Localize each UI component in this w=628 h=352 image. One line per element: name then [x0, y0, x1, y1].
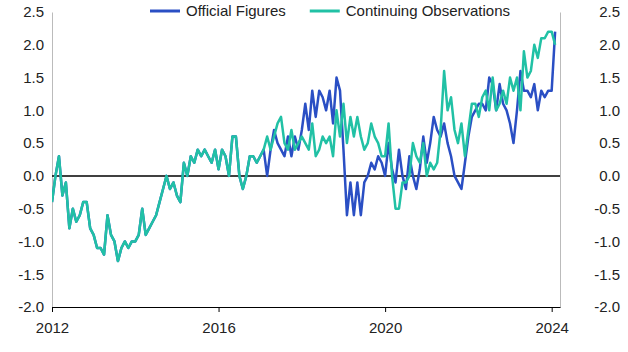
y2-axis-tick: 1.5 [560, 69, 620, 86]
y2-axis-tick-label: 1.5 [599, 69, 620, 86]
x-axis-tick-mark [385, 307, 386, 312]
y-axis-tick-label: 0.0 [23, 167, 44, 184]
chart: -2.0 -1.5 -1.0 -0.5 0.0 0.5 1.0 1.5 2.0 2.5 -2.0 -1… [0, 0, 628, 352]
y2-axis-tick-label: -1.5 [594, 266, 620, 283]
x-axis-tick-mark [219, 307, 220, 312]
x-axis-tick-mark [52, 307, 53, 312]
series-line [52, 32, 555, 261]
y2-axis-tick: -2.0 [560, 298, 620, 315]
lines [52, 32, 555, 261]
legend-label: Official Figures [186, 2, 286, 19]
y2-axis: -2.0 -1.5 -1.0 -0.5 0.0 0.5 1.0 1.5 2.0 2.5 [560, 3, 620, 315]
y-axis-tick: 1.5 [23, 69, 52, 86]
y-axis-line [52, 13, 53, 308]
legend-swatch [310, 10, 340, 13]
y-axis-tick-label: -1.5 [18, 266, 44, 283]
y-axis-tick: 2.5 [23, 3, 52, 20]
y-axis-tick-label: 1.0 [23, 102, 44, 119]
y2-axis-tick: 0.5 [560, 134, 620, 151]
y2-axis-tick-label: -2.0 [594, 298, 620, 315]
y-axis-tick: 0.5 [23, 134, 52, 151]
y-axis-tick-label: 2.5 [23, 3, 44, 20]
y-axis-tick-label: -1.0 [18, 233, 44, 250]
legend-label: Continuing Observations [346, 2, 510, 19]
y2-axis-tick-label: 0.5 [599, 134, 620, 151]
x-axis-tick-label: 2024 [535, 319, 568, 336]
plot: -2.0 -1.5 -1.0 -0.5 0.0 0.5 1.0 1.5 2.0 2.5 -2.0 -1… [18, 3, 620, 335]
legend-item: Continuing Observations [310, 2, 510, 19]
y2-axis-tick-label: 2.5 [599, 3, 620, 20]
y2-axis-tick-label: 0.0 [599, 167, 620, 184]
y-axis-tick-label: 1.5 [23, 69, 44, 86]
x-axis-tick-label: 2016 [202, 319, 235, 336]
legend-swatch [150, 10, 180, 13]
y-axis-tick: -1.0 [18, 233, 52, 250]
y-axis-tick-label: -0.5 [18, 200, 44, 217]
y2-axis-tick-label: 2.0 [599, 36, 620, 53]
y2-axis-tick: 0.0 [560, 167, 620, 184]
y2-axis-tick-label: 1.0 [599, 102, 620, 119]
x-axis-tick-mark [552, 307, 553, 312]
y-axis-tick: -0.5 [18, 200, 52, 217]
y-axis-tick: 2.0 [23, 36, 52, 53]
y2-axis-tick: -1.0 [560, 233, 620, 250]
x-axis-tick: 2012 [36, 307, 69, 336]
y2-axis-line [560, 13, 561, 308]
y-axis: -2.0 -1.5 -1.0 -0.5 0.0 0.5 1.0 1.5 2.0 2.5 [18, 3, 52, 315]
y2-axis-tick: -0.5 [560, 200, 620, 217]
x-axis-tick-label: 2012 [36, 319, 69, 336]
y-axis-tick: 1.0 [23, 102, 52, 119]
y2-axis-tick: 2.5 [560, 3, 620, 20]
x-axis: 2012 2016 2020 2024 [36, 307, 569, 336]
x-axis-line [53, 307, 561, 308]
series-line [52, 32, 555, 261]
legend: Official Figures Continuing Observations [150, 2, 510, 19]
y-axis-tick: 0.0 [23, 167, 52, 184]
legend-item: Official Figures [150, 2, 286, 19]
x-axis-tick-label: 2020 [369, 319, 402, 336]
y-axis-tick: -1.5 [18, 266, 52, 283]
y2-axis-tick: -1.5 [560, 266, 620, 283]
y2-axis-tick-label: -0.5 [594, 200, 620, 217]
y2-axis-tick: 2.0 [560, 36, 620, 53]
y-axis-tick: -2.0 [18, 298, 52, 315]
y-axis-tick-label: -2.0 [18, 298, 44, 315]
x-axis-tick: 2024 [535, 307, 568, 336]
y-axis-tick-label: 2.0 [23, 36, 44, 53]
x-axis-tick: 2020 [369, 307, 402, 336]
zero-line [52, 175, 560, 177]
y-axis-tick-label: 0.5 [23, 134, 44, 151]
y2-axis-tick-label: -1.0 [594, 233, 620, 250]
y2-axis-tick: 1.0 [560, 102, 620, 119]
x-axis-tick: 2016 [202, 307, 235, 336]
